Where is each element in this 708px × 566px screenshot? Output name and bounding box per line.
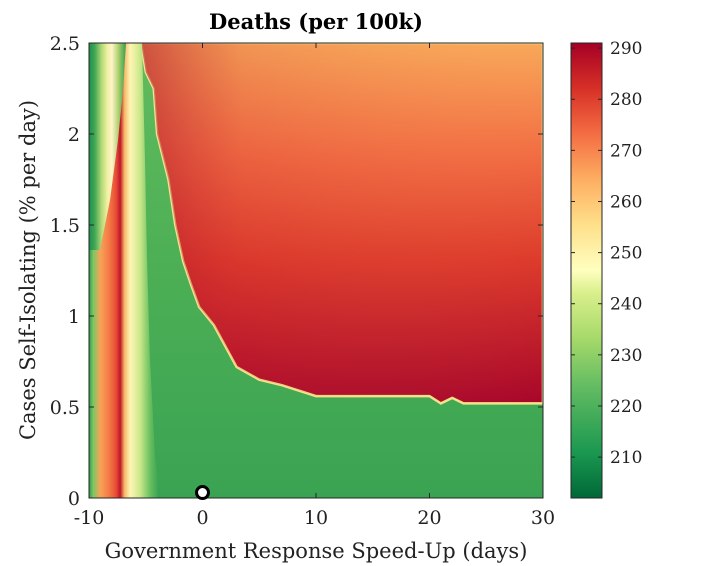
- chart-title: Deaths (per 100k): [209, 9, 423, 34]
- colorbar-tick-label: 210: [610, 448, 642, 468]
- colorbar-tick-label: 260: [610, 192, 642, 212]
- high-deaths-region-shading: [141, 43, 543, 404]
- y-tick-label: 1: [68, 306, 80, 328]
- colorbar-tick-label: 230: [610, 346, 642, 366]
- y-tick-label: 0.5: [50, 397, 80, 419]
- y-tick-label: 1.5: [50, 215, 80, 237]
- x-tick-label: 0: [196, 507, 208, 529]
- y-axis-ticks: 0 0.5 1 1.5 2 2.5: [50, 33, 543, 510]
- colorbar-tick-label: 290: [610, 39, 642, 59]
- colorbar-gradient: [570, 42, 603, 499]
- colorbar-tick-label: 250: [610, 244, 642, 264]
- heatmap-plot-area: [89, 43, 543, 498]
- y-axis-label: Cases Self-Isolating (% per day): [16, 100, 40, 440]
- x-tick-label: 10: [304, 507, 328, 529]
- colorbar-tick-label: 220: [610, 397, 642, 417]
- colorbar-ticks: 210 220 230 240 250 260 270 280 290: [571, 39, 642, 468]
- y-tick-label: 0: [68, 488, 80, 510]
- low-speedup-band-top: [89, 43, 126, 250]
- y-tick-label: 2: [68, 124, 80, 146]
- y-tick-label: 2.5: [50, 33, 80, 55]
- current-scenario-marker: [195, 485, 210, 501]
- colorbar-tick-label: 280: [610, 90, 642, 110]
- x-axis-label: Government Response Speed-Up (days): [105, 539, 528, 563]
- colorbar: 210 220 230 240 250 260 270 280 290: [570, 39, 642, 499]
- colorbar-tick-label: 240: [610, 295, 642, 315]
- x-tick-label: 20: [417, 507, 441, 529]
- x-tick-label: -10: [74, 507, 105, 529]
- colorbar-tick-label: 270: [610, 141, 642, 161]
- x-tick-label: 30: [531, 507, 555, 529]
- x-axis-ticks: -10 0 10 20 30: [74, 43, 555, 529]
